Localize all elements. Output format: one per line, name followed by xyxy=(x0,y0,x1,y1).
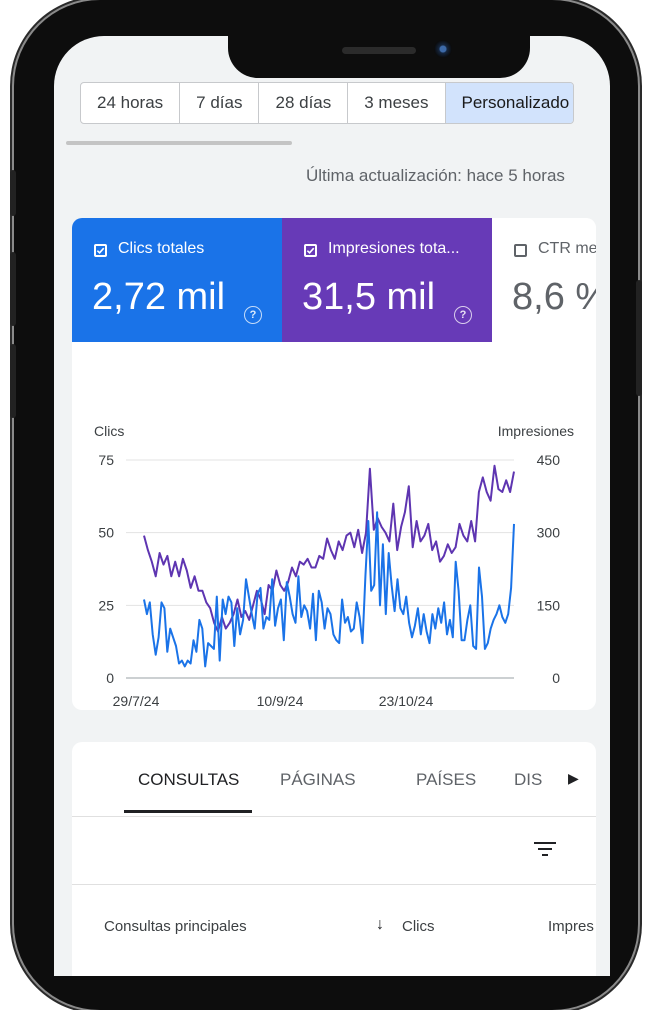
series-line-clics xyxy=(143,511,515,668)
x-tick-label: 10/9/24 xyxy=(257,693,304,709)
checkbox-unchecked-icon[interactable] xyxy=(514,244,527,257)
x-tick-label: 29/7/24 xyxy=(113,693,160,709)
checkbox-checked-icon[interactable] xyxy=(94,244,107,257)
x-tick-label: 23/10/24 xyxy=(379,693,434,709)
metric-label: Clics totales xyxy=(118,240,205,257)
right-tick-label: 300 xyxy=(537,525,561,541)
column-header-queries[interactable]: Consultas principales xyxy=(104,918,247,935)
column-header-clicks[interactable]: Clics xyxy=(402,918,435,935)
side-button xyxy=(10,252,16,326)
range-custom[interactable]: Personalizado xyxy=(445,83,574,123)
help-icon[interactable]: ? xyxy=(244,306,262,324)
metric-cards: Clics totales 2,72 mil ? Impresiones tot… xyxy=(72,218,596,342)
range-3m[interactable]: 3 meses xyxy=(348,83,446,123)
left-tick-label: 25 xyxy=(98,597,114,613)
side-button xyxy=(10,170,16,216)
left-tick-label: 75 xyxy=(98,452,114,468)
range-7d[interactable]: 7 días xyxy=(180,83,260,123)
toolbar-divider xyxy=(72,884,596,885)
right-tick-label: 150 xyxy=(537,597,561,613)
column-header-impressions[interactable]: Impres xyxy=(548,918,594,935)
side-button xyxy=(10,344,16,418)
phone-frame: 24 horas 7 días 28 días 3 meses Personal… xyxy=(14,0,638,1010)
tabs-divider xyxy=(72,816,596,817)
active-tab-indicator xyxy=(124,810,252,813)
series-line-impresiones xyxy=(143,464,515,633)
tab-devices[interactable]: DIS xyxy=(514,770,543,789)
tab-pages[interactable]: PÁGINAS xyxy=(280,770,356,789)
chevron-right-icon[interactable]: ▶ xyxy=(568,770,579,786)
metric-label: Impresiones tota... xyxy=(328,240,460,257)
arrow-down-icon[interactable]: ↓ xyxy=(376,916,384,933)
results-panel: CONSULTAS PÁGINAS PAÍSES DIS ▶ Consultas… xyxy=(72,742,596,976)
range-28d[interactable]: 28 días xyxy=(259,83,349,123)
right-axis-label: Impresiones xyxy=(498,423,574,439)
left-axis-label: Clics xyxy=(94,423,124,439)
line-chart-svg: Clics Impresiones 75 450 50 300 25 150 0 0 29/7/… xyxy=(94,423,574,709)
left-tick-label: 0 xyxy=(106,670,114,686)
performance-chart: Clics Impresiones 75 450 50 300 25 150 0 0 29/7/… xyxy=(72,342,596,710)
metric-value: 8,6 % xyxy=(512,276,596,318)
right-tick-label: 0 xyxy=(552,670,560,686)
phone-screen: 24 horas 7 días 28 días 3 meses Personal… xyxy=(54,36,610,976)
metric-label: CTR me xyxy=(538,240,596,257)
left-tick-label: 50 xyxy=(98,525,114,541)
metric-total-impressions[interactable]: Impresiones tota... 31,5 mil ? xyxy=(282,218,492,342)
horizontal-scrollbar[interactable] xyxy=(66,141,292,145)
last-update-text: Última actualización: hace 5 horas xyxy=(306,166,565,185)
speaker-icon xyxy=(342,47,416,54)
camera-icon xyxy=(434,40,452,58)
phone-notch xyxy=(228,36,530,78)
checkbox-checked-icon[interactable] xyxy=(304,244,317,257)
metric-avg-ctr[interactable]: CTR me 8,6 % xyxy=(492,218,596,342)
filter-icon[interactable] xyxy=(534,840,556,858)
right-tick-label: 450 xyxy=(537,452,561,468)
metric-total-clicks[interactable]: Clics totales 2,72 mil ? xyxy=(72,218,282,342)
metric-value: 31,5 mil xyxy=(302,276,436,318)
help-icon[interactable]: ? xyxy=(454,306,472,324)
range-24h[interactable]: 24 horas xyxy=(81,83,181,123)
metric-value: 2,72 mil xyxy=(92,276,226,318)
tab-queries[interactable]: CONSULTAS xyxy=(138,770,240,789)
side-button xyxy=(636,280,642,396)
tab-countries[interactable]: PAÍSES xyxy=(416,770,477,789)
date-range-selector: 24 horas 7 días 28 días 3 meses Personal… xyxy=(80,82,575,124)
